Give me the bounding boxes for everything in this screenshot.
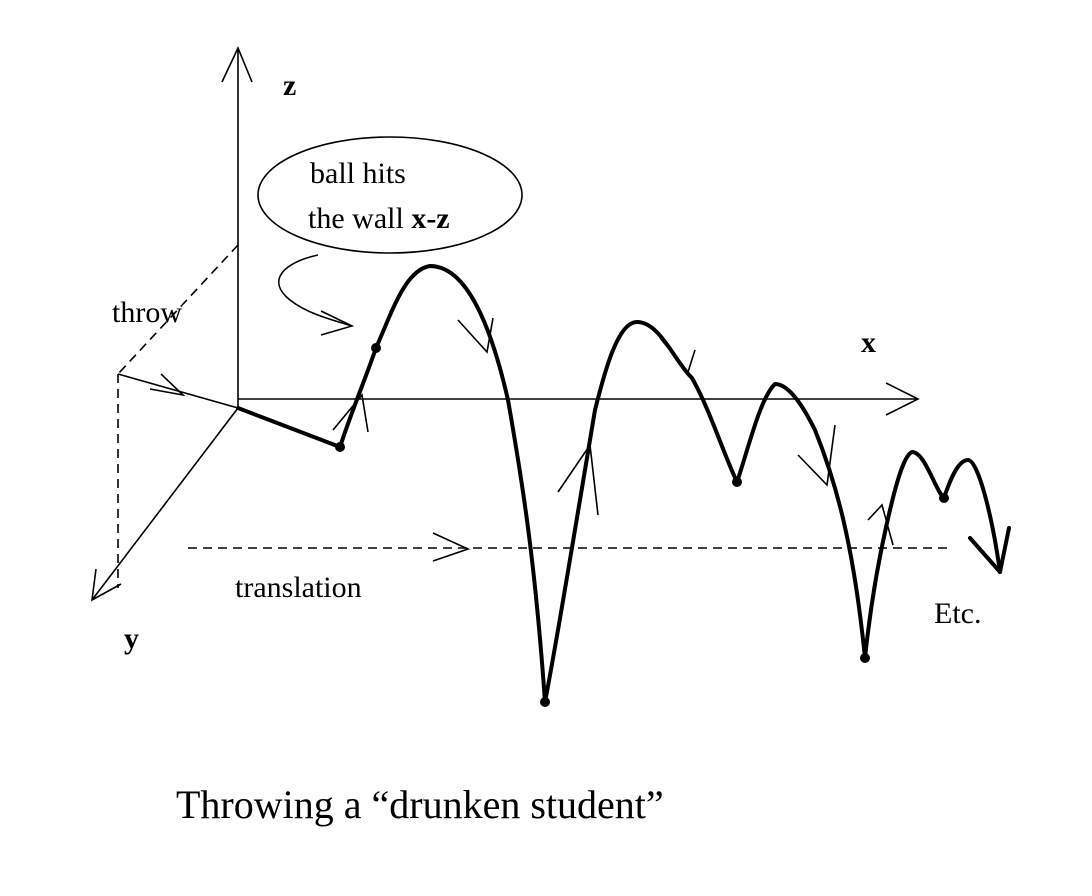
callout-line-1: ball hits [310,157,406,190]
trajectory-end-arrow [968,526,1011,574]
etc-label: Etc. [934,597,981,630]
z-axis-label: z [283,69,296,102]
diagram-caption: Throwing a “drunken student” [176,782,664,827]
throw-guide-lines [117,244,239,588]
direction-ticks [332,317,894,546]
bounce-point [732,477,742,487]
callout-wall-name: x-z [411,202,449,235]
wall-hit-callout: ball hits the wall x-z [257,136,523,254]
translation-label: translation [235,571,362,604]
translation-line [188,532,950,562]
callout-line-2: the wall x-z [308,202,450,235]
bounce-point [939,493,949,503]
bounce-point [371,343,381,353]
y-axis [91,407,239,602]
callout-pointer-arrow [277,254,355,336]
bounce-point [540,697,550,707]
bounce-point [860,653,870,663]
throw-label: throw [112,296,182,329]
z-axis [221,46,253,408]
callout-line-2-prefix: the wall [308,202,411,235]
throw-direction-arrow [117,373,239,409]
bounce-points [335,343,949,707]
y-axis-label: y [124,622,139,655]
x-axis [238,382,920,416]
ball-trajectory [236,264,1002,704]
x-axis-label: x [861,326,876,359]
bounce-point [335,442,345,452]
